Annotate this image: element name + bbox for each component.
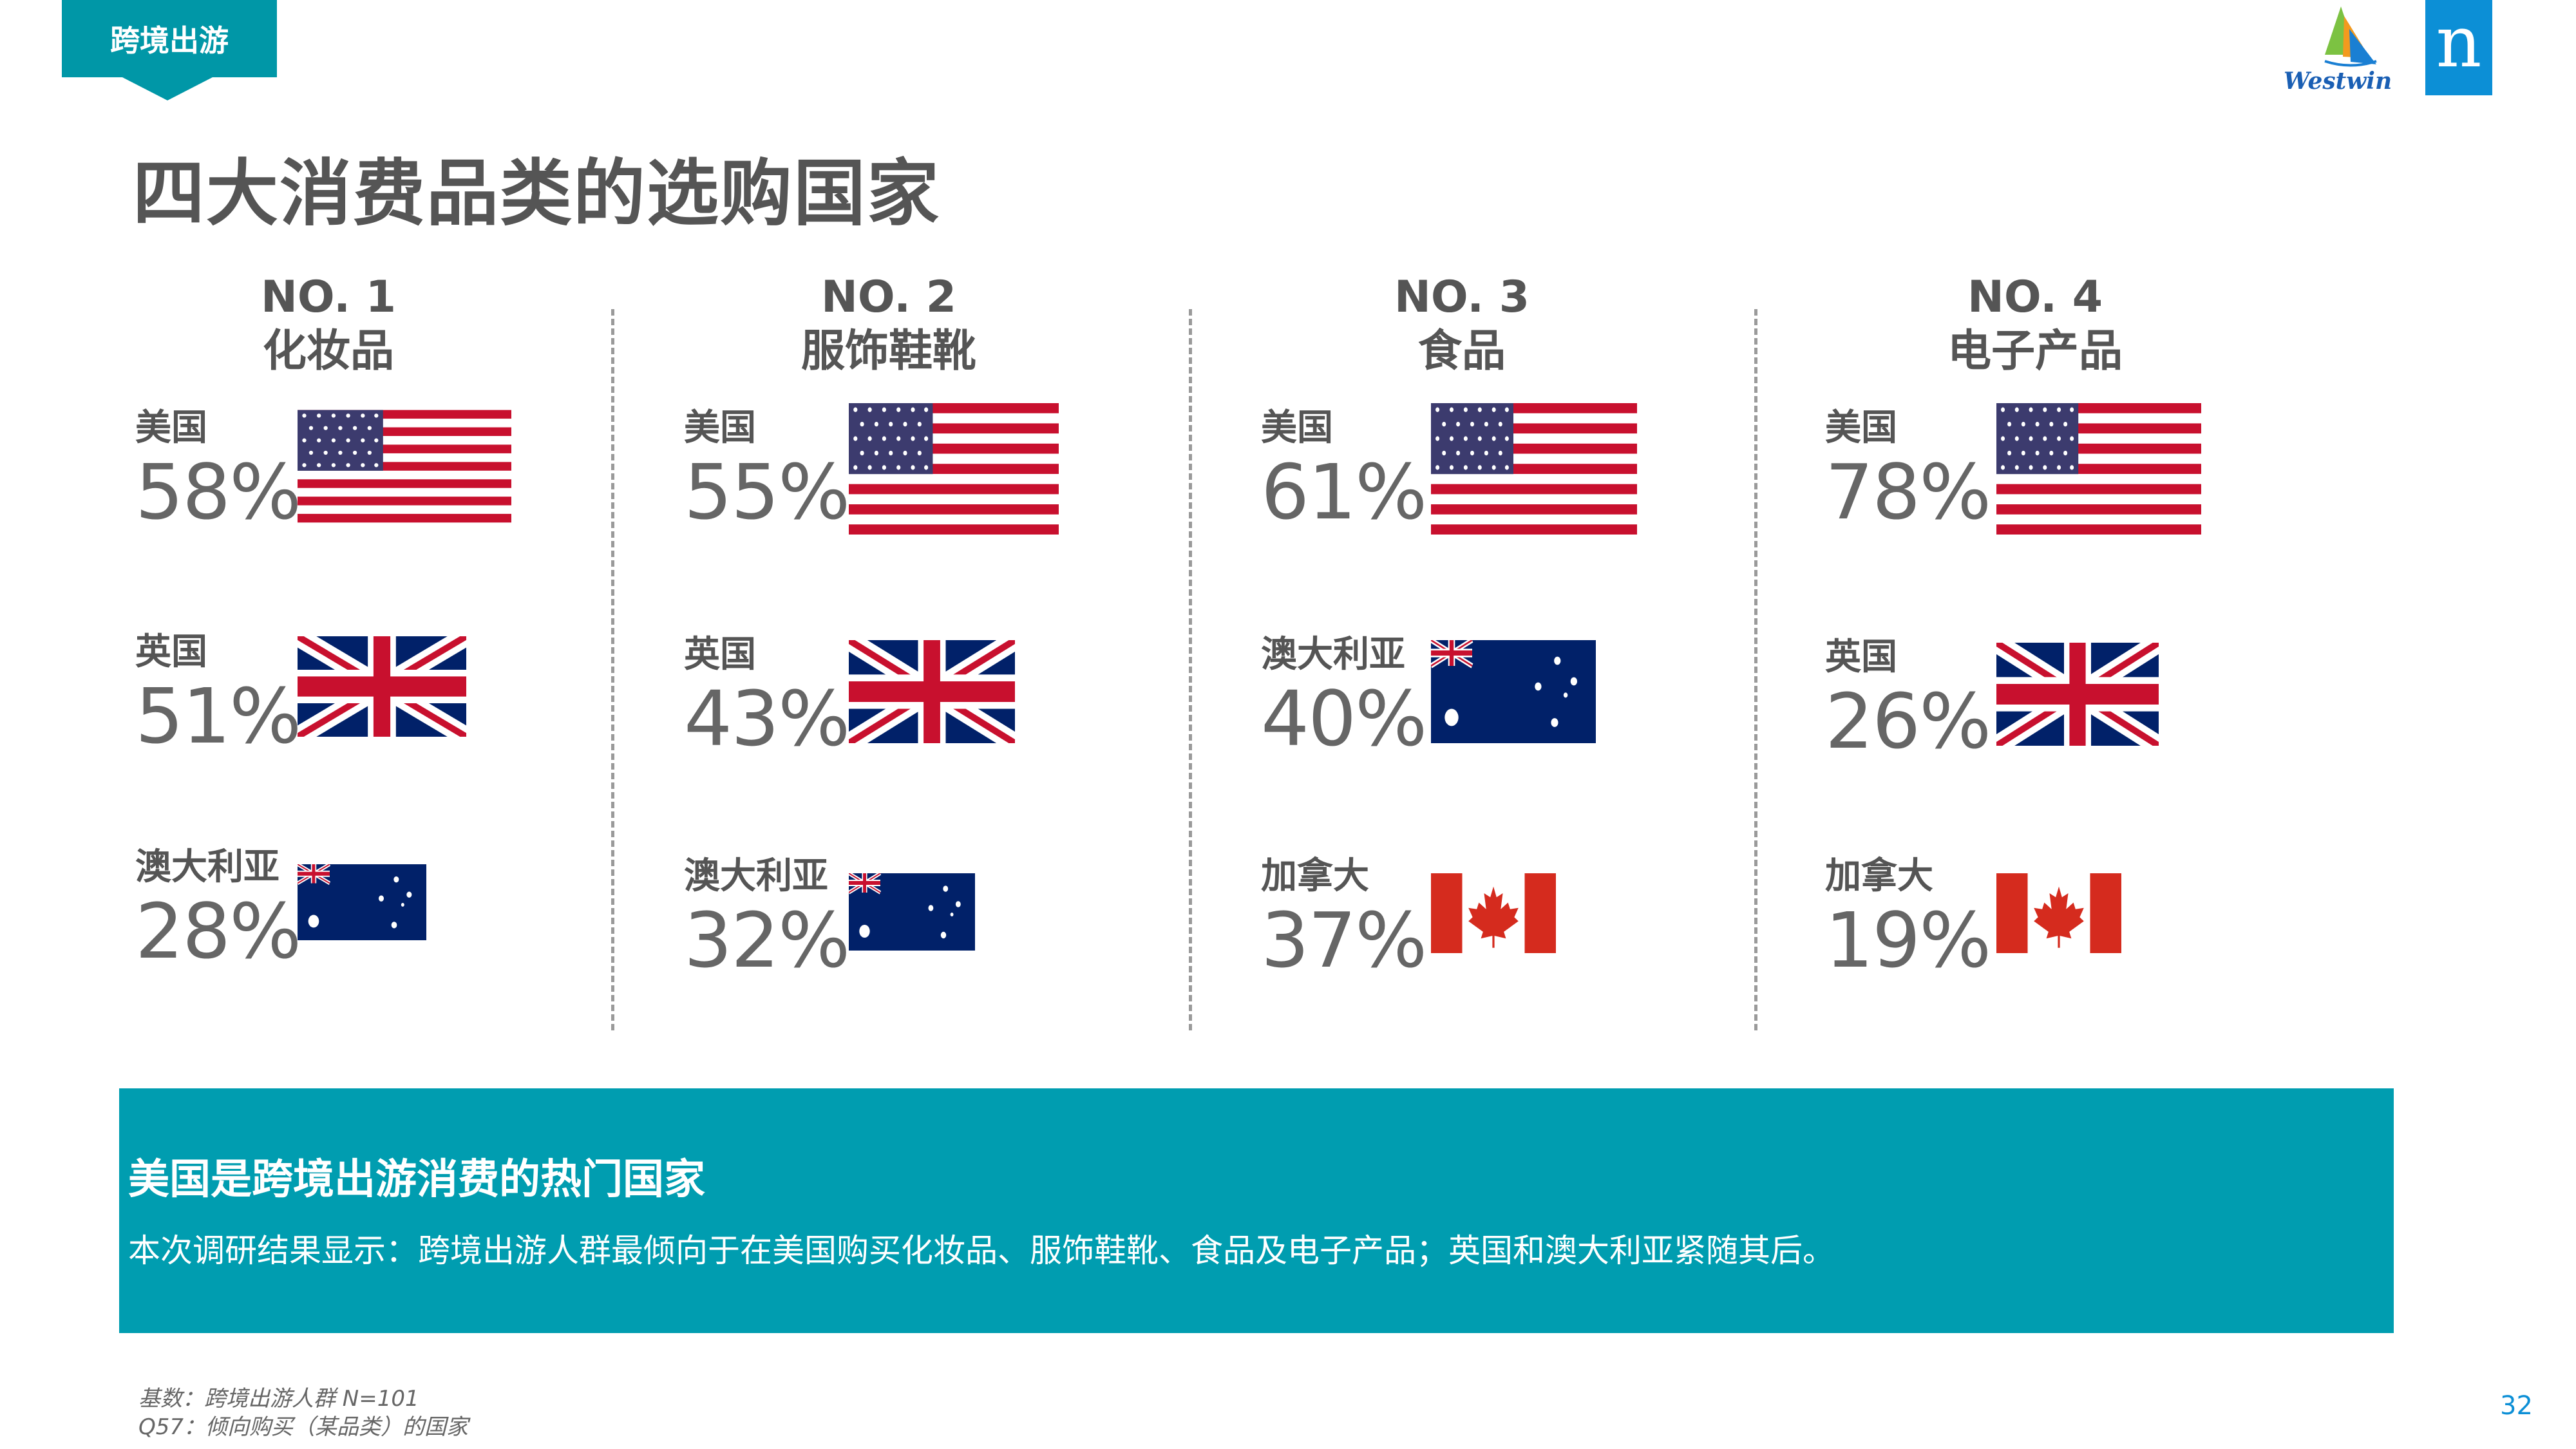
summary-banner: 美国是跨境出游消费的热门国家 本次调研结果显示：跨境出游人群最倾向于在美国购买化… xyxy=(119,1088,2394,1333)
svg-text:Westwin: Westwin xyxy=(2284,68,2392,95)
column-header: NO. 1 化妆品 xyxy=(45,270,612,379)
country-entry-uk: 英国 26% xyxy=(1825,635,1991,766)
category-label: 化妆品 xyxy=(262,326,394,377)
country-name: 澳大利亚 xyxy=(135,846,279,888)
country-percent: 37% xyxy=(1261,896,1427,985)
country-name: 英国 xyxy=(684,634,756,676)
country-name: 美国 xyxy=(1261,407,1333,449)
country-entry-uk: 英国 51% xyxy=(135,630,301,761)
country-name: 美国 xyxy=(1825,407,1897,449)
rank-label: NO. 4 xyxy=(1967,272,2103,323)
australia-flag-icon xyxy=(849,873,975,951)
country-entry-uk: 英国 43% xyxy=(684,632,850,763)
rank-label: NO. 1 xyxy=(260,272,397,323)
country-percent: 51% xyxy=(135,672,301,761)
uk-flag-icon xyxy=(849,640,1015,743)
us-flag-icon xyxy=(1996,403,2201,535)
page-title: 四大消费品类的选购国家 xyxy=(133,152,940,236)
column-header: NO. 3 食品 xyxy=(1179,270,1745,379)
column-header: NO. 2 服饰鞋靴 xyxy=(605,270,1172,379)
country-name: 英国 xyxy=(135,631,207,673)
canada-flag-icon xyxy=(1996,873,2121,953)
country-entry-us: 美国 58% xyxy=(135,406,301,536)
country-name: 美国 xyxy=(684,407,756,449)
n-logo-letter: n xyxy=(2436,1,2482,83)
category-column-4: NO. 4 电子产品 美国 78% 英国 26% 加拿大 19% xyxy=(1752,270,2318,1030)
us-flag-icon xyxy=(1431,403,1637,535)
country-percent: 26% xyxy=(1825,677,1991,766)
country-entry-au: 澳大利亚 32% xyxy=(684,854,850,985)
canada-flag-icon xyxy=(1431,873,1556,953)
rank-label: NO. 3 xyxy=(1394,272,1530,323)
country-percent: 61% xyxy=(1261,448,1427,536)
footnote: 基数：跨境出游人群 N=101 Q57：倾向购买（某品类）的国家 xyxy=(138,1385,468,1441)
country-entry-au: 澳大利亚 28% xyxy=(135,845,301,976)
country-name: 加拿大 xyxy=(1261,855,1369,897)
country-percent: 78% xyxy=(1825,448,1991,536)
country-entry-au: 澳大利亚 40% xyxy=(1261,632,1427,763)
country-name: 英国 xyxy=(1825,636,1897,678)
uk-flag-icon xyxy=(298,636,466,737)
country-percent: 19% xyxy=(1825,896,1991,985)
category-label: 服饰鞋靴 xyxy=(800,326,976,377)
footnote-question: Q57：倾向购买（某品类）的国家 xyxy=(138,1414,469,1440)
country-percent: 55% xyxy=(684,448,850,536)
section-tag: 跨境出游 xyxy=(62,0,277,77)
country-percent: 58% xyxy=(135,448,301,536)
country-name: 澳大利亚 xyxy=(684,855,828,897)
section-tag-pointer xyxy=(122,77,213,100)
page-number: 32 xyxy=(2500,1391,2533,1421)
country-percent: 40% xyxy=(1261,674,1427,763)
us-flag-icon xyxy=(849,403,1059,535)
australia-flag-icon xyxy=(1431,640,1596,743)
footnote-base: 基数：跨境出游人群 N=101 xyxy=(138,1386,419,1412)
country-percent: 32% xyxy=(684,896,850,985)
category-column-3: NO. 3 食品 美国 61% 澳大利亚 40% 加拿大 37% xyxy=(1179,270,1745,1030)
country-name: 美国 xyxy=(135,407,207,449)
country-entry-us: 美国 78% xyxy=(1825,406,1991,536)
category-column-1: NO. 1 化妆品 美国 58% 英国 51% 澳大利亚 28% xyxy=(45,270,612,1030)
country-entry-ca: 加拿大 37% xyxy=(1261,854,1427,985)
summary-heading: 美国是跨境出游消费的热门国家 xyxy=(128,1156,705,1204)
column-divider xyxy=(611,309,614,1030)
country-percent: 28% xyxy=(135,887,301,976)
country-name: 澳大利亚 xyxy=(1261,634,1405,676)
rank-label: NO. 2 xyxy=(820,272,957,323)
column-divider xyxy=(1754,309,1757,1030)
us-flag-icon xyxy=(298,403,511,529)
australia-flag-icon xyxy=(298,864,426,940)
category-column-2: NO. 2 服饰鞋靴 美国 55% 英国 43% 澳大利亚 32% xyxy=(605,270,1172,1030)
category-label: 食品 xyxy=(1417,326,1506,377)
category-label: 电子产品 xyxy=(1947,326,2123,377)
westwin-logo: Westwin xyxy=(2284,6,2392,95)
column-header: NO. 4 电子产品 xyxy=(1752,270,2318,379)
section-tag-label: 跨境出游 xyxy=(110,23,229,58)
n-logo: n xyxy=(2425,0,2492,95)
uk-flag-icon xyxy=(1996,643,2159,746)
country-name: 加拿大 xyxy=(1825,855,1933,897)
column-divider xyxy=(1189,309,1192,1030)
summary-text: 本次调研结果显示：跨境出游人群最倾向于在美国购买化妆品、服饰鞋靴、食品及电子产品… xyxy=(128,1232,1835,1269)
country-entry-us: 美国 55% xyxy=(684,406,850,536)
country-entry-ca: 加拿大 19% xyxy=(1825,854,1991,985)
country-percent: 43% xyxy=(684,674,850,763)
country-entry-us: 美国 61% xyxy=(1261,406,1427,536)
